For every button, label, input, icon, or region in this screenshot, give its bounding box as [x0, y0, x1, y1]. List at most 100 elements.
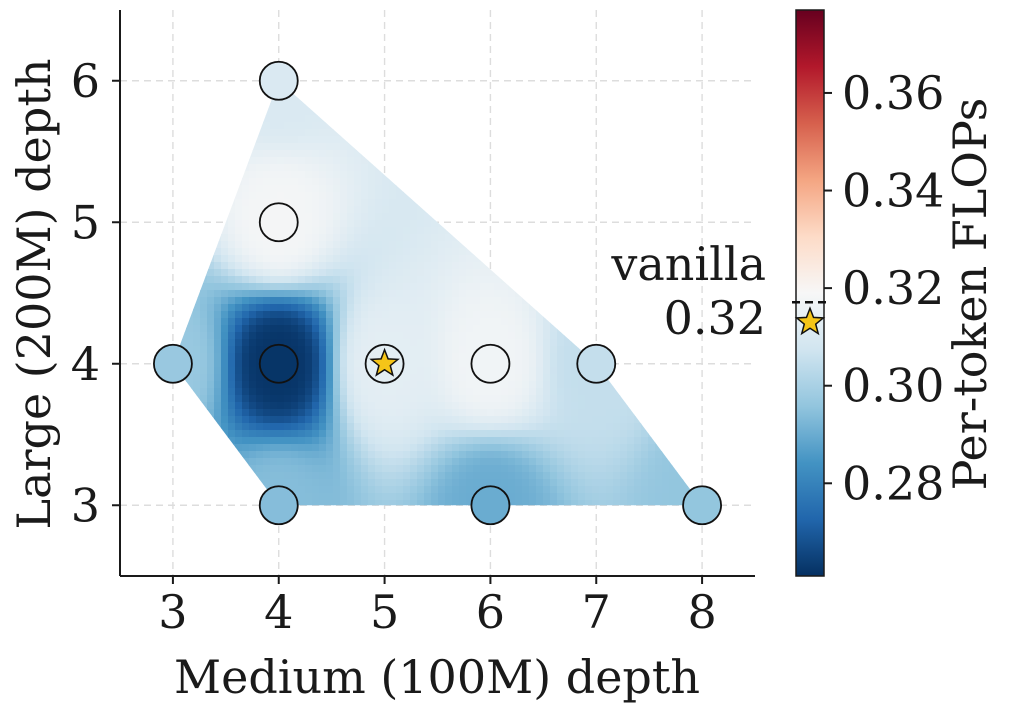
surface-cell [522, 94, 530, 102]
surface-cell [690, 101, 698, 109]
surface-cell [214, 458, 222, 466]
surface-cell [529, 164, 537, 172]
surface-cell [480, 157, 488, 165]
surface-cell [494, 332, 502, 340]
surface-cell [319, 185, 327, 193]
surface-cell [578, 227, 586, 235]
surface-cell [662, 150, 670, 158]
surface-cell [508, 416, 516, 424]
surface-cell [298, 458, 306, 466]
surface-cell [193, 367, 201, 375]
surface-cell [319, 122, 327, 130]
surface-cell [277, 185, 285, 193]
surface-cell [585, 220, 593, 228]
surface-cell [536, 206, 544, 214]
surface-cell [529, 311, 537, 319]
surface-cell [193, 87, 201, 95]
surface-cell [466, 220, 474, 228]
surface-cell [368, 437, 376, 445]
surface-cell [690, 94, 698, 102]
surface-cell [235, 171, 243, 179]
surface-cell [305, 220, 313, 228]
surface-cell [214, 164, 222, 172]
surface-cell [676, 437, 684, 445]
surface-cell [396, 269, 404, 277]
surface-cell [347, 199, 355, 207]
surface-cell [319, 241, 327, 249]
surface-cell [564, 367, 572, 375]
surface-cell [354, 269, 362, 277]
surface-cell [340, 94, 348, 102]
surface-cell [676, 430, 684, 438]
surface-cell [620, 451, 628, 459]
surface-cell [536, 304, 544, 312]
surface-cell [312, 262, 320, 270]
surface-cell [403, 262, 411, 270]
surface-cell [221, 262, 229, 270]
surface-cell [655, 458, 663, 466]
surface-cell [585, 185, 593, 193]
surface-cell [634, 353, 642, 361]
surface-cell [291, 241, 299, 249]
surface-cell [396, 143, 404, 151]
surface-cell [536, 185, 544, 193]
surface-cell [438, 143, 446, 151]
surface-cell [564, 381, 572, 389]
surface-cell [417, 304, 425, 312]
surface-cell [655, 136, 663, 144]
surface-cell [403, 318, 411, 326]
surface-cell [529, 206, 537, 214]
surface-cell [543, 115, 551, 123]
surface-cell [662, 416, 670, 424]
surface-cell [277, 451, 285, 459]
surface-cell [375, 227, 383, 235]
surface-cell [221, 409, 229, 417]
surface-cell [221, 108, 229, 116]
surface-cell [347, 311, 355, 319]
surface-cell [571, 493, 579, 501]
surface-cell [235, 500, 243, 506]
surface-cell [620, 479, 628, 487]
surface-cell [305, 192, 313, 200]
surface-cell [242, 157, 250, 165]
surface-cell [326, 318, 334, 326]
surface-cell [662, 451, 670, 459]
surface-cell [480, 472, 488, 480]
surface-cell [228, 465, 236, 473]
surface-cell [578, 465, 586, 473]
surface-cell [473, 171, 481, 179]
surface-cell [179, 423, 187, 431]
surface-cell [585, 171, 593, 179]
surface-cell [249, 297, 257, 305]
surface-cell [676, 486, 684, 494]
surface-cell [697, 416, 703, 424]
surface-cell [445, 178, 453, 186]
surface-cell [333, 304, 341, 312]
surface-cell [263, 465, 271, 473]
surface-cell [599, 479, 607, 487]
surface-cell [529, 94, 537, 102]
surface-cell [375, 423, 383, 431]
surface-cell [641, 87, 649, 95]
surface-cell [494, 402, 502, 410]
surface-cell [676, 157, 684, 165]
surface-cell [403, 122, 411, 130]
surface-cell [543, 465, 551, 473]
surface-cell [473, 136, 481, 144]
surface-cell [438, 150, 446, 158]
surface-cell [655, 185, 663, 193]
surface-cell [340, 220, 348, 228]
surface-cell [473, 381, 481, 389]
surface-cell [431, 367, 439, 375]
surface-cell [221, 122, 229, 130]
surface-cell [396, 465, 404, 473]
surface-cell [550, 486, 558, 494]
surface-cell [529, 269, 537, 277]
surface-cell [627, 311, 635, 319]
surface-cell [368, 171, 376, 179]
surface-cell [396, 283, 404, 291]
surface-cell [368, 269, 376, 277]
surface-cell [655, 367, 663, 375]
surface-cell [333, 206, 341, 214]
surface-cell [613, 374, 621, 382]
